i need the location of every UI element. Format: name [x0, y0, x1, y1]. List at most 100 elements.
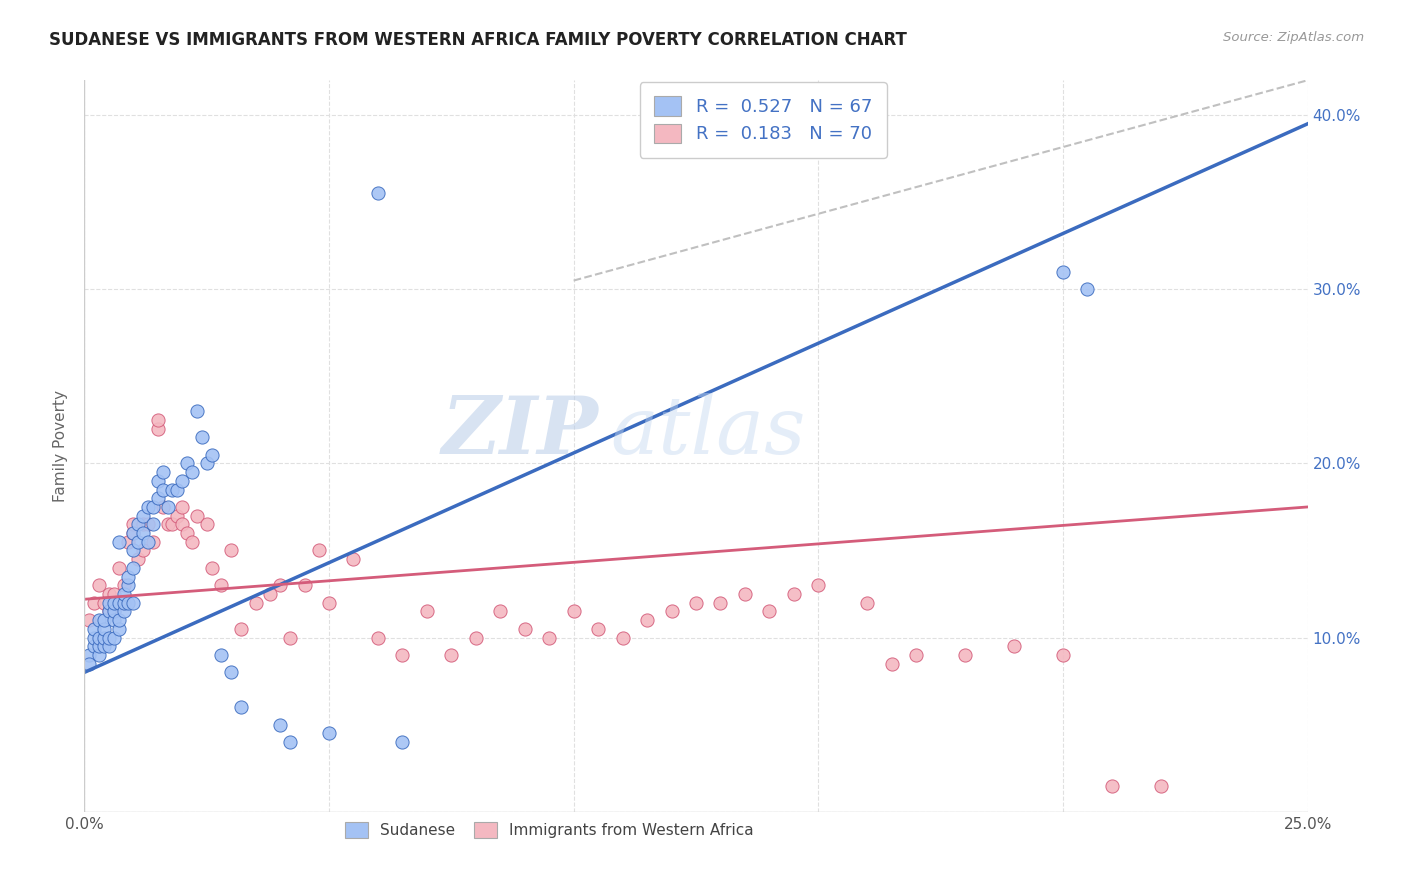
Point — [172, 517, 194, 532]
Point — [112, 596, 135, 610]
Point — [77, 657, 100, 671]
Point — [489, 604, 512, 618]
Point — [709, 596, 731, 610]
Point — [219, 665, 242, 680]
Point — [856, 596, 879, 610]
Point — [146, 474, 169, 488]
Point — [318, 726, 340, 740]
Point — [1150, 779, 1173, 793]
Point — [195, 517, 218, 532]
Point — [107, 622, 129, 636]
Point — [1076, 282, 1098, 296]
Point — [416, 604, 439, 618]
Point — [195, 457, 218, 471]
Point — [905, 648, 928, 662]
Point — [807, 578, 830, 592]
Point — [93, 613, 115, 627]
Point — [97, 604, 120, 618]
Point — [685, 596, 707, 610]
Point — [152, 500, 174, 514]
Point — [83, 631, 105, 645]
Point — [186, 404, 208, 418]
Point — [1002, 640, 1025, 654]
Point — [136, 517, 159, 532]
Point — [146, 491, 169, 506]
Point — [146, 421, 169, 435]
Point — [112, 596, 135, 610]
Point — [200, 561, 222, 575]
Point — [269, 717, 291, 731]
Point — [136, 534, 159, 549]
Point — [103, 587, 125, 601]
Point — [880, 657, 903, 671]
Point — [162, 483, 184, 497]
Point — [181, 465, 204, 479]
Point — [200, 448, 222, 462]
Point — [93, 640, 115, 654]
Text: atlas: atlas — [610, 392, 806, 470]
Point — [229, 700, 252, 714]
Point — [77, 648, 100, 662]
Point — [132, 526, 155, 541]
Point — [93, 631, 115, 645]
Point — [97, 604, 120, 618]
Point — [107, 613, 129, 627]
Point — [87, 648, 110, 662]
Point — [278, 631, 301, 645]
Point — [186, 508, 208, 523]
Point — [142, 517, 165, 532]
Point — [219, 543, 242, 558]
Text: ZIP: ZIP — [441, 392, 598, 470]
Point — [97, 640, 120, 654]
Point — [166, 508, 188, 523]
Point — [103, 596, 125, 610]
Point — [209, 578, 232, 592]
Point — [122, 517, 145, 532]
Point — [586, 622, 609, 636]
Point — [367, 631, 389, 645]
Point — [132, 508, 155, 523]
Point — [117, 534, 139, 549]
Point — [156, 500, 179, 514]
Point — [112, 578, 135, 592]
Point — [953, 648, 976, 662]
Point — [1052, 265, 1074, 279]
Point — [176, 457, 198, 471]
Text: Source: ZipAtlas.com: Source: ZipAtlas.com — [1223, 31, 1364, 45]
Point — [103, 604, 125, 618]
Point — [122, 526, 145, 541]
Point — [103, 604, 125, 618]
Point — [367, 186, 389, 201]
Point — [156, 517, 179, 532]
Point — [176, 526, 198, 541]
Point — [318, 596, 340, 610]
Point — [127, 534, 149, 549]
Point — [93, 596, 115, 610]
Point — [136, 500, 159, 514]
Point — [122, 526, 145, 541]
Point — [612, 631, 634, 645]
Point — [342, 552, 364, 566]
Point — [783, 587, 806, 601]
Point — [142, 500, 165, 514]
Point — [562, 604, 585, 618]
Point — [122, 596, 145, 610]
Y-axis label: Family Poverty: Family Poverty — [53, 390, 69, 502]
Legend: Sudanese, Immigrants from Western Africa: Sudanese, Immigrants from Western Africa — [339, 815, 759, 845]
Point — [107, 596, 129, 610]
Point — [87, 631, 110, 645]
Point — [97, 587, 120, 601]
Text: SUDANESE VS IMMIGRANTS FROM WESTERN AFRICA FAMILY POVERTY CORRELATION CHART: SUDANESE VS IMMIGRANTS FROM WESTERN AFRI… — [49, 31, 907, 49]
Point — [87, 613, 110, 627]
Point — [162, 517, 184, 532]
Point — [172, 474, 194, 488]
Point — [538, 631, 561, 645]
Point — [464, 631, 486, 645]
Point — [117, 578, 139, 592]
Point — [278, 735, 301, 749]
Point — [661, 604, 683, 618]
Point — [122, 543, 145, 558]
Point — [93, 622, 115, 636]
Point — [513, 622, 536, 636]
Point — [122, 561, 145, 575]
